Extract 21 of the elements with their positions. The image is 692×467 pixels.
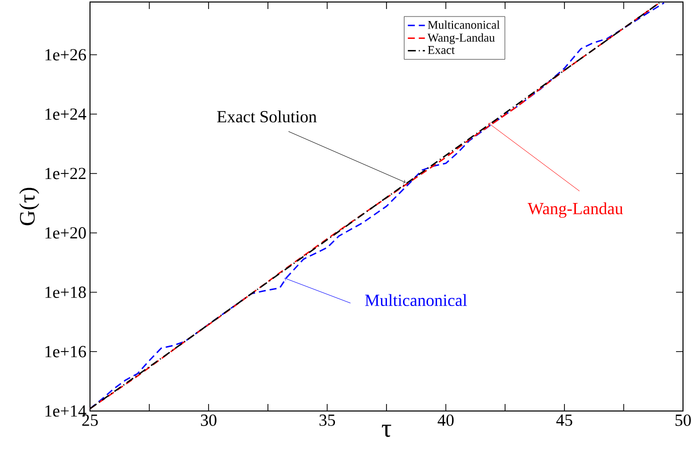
x-axis-title: τ bbox=[382, 424, 392, 437]
legend-label: Wang-Landau bbox=[428, 33, 495, 44]
annotation: Multicanonical bbox=[365, 294, 467, 306]
y-tick-label: 1e+14 bbox=[45, 405, 86, 417]
legend-label: Multicanonical bbox=[428, 20, 500, 29]
y-tick-label: 1e+20 bbox=[45, 227, 86, 239]
y-tick-label: 1e+16 bbox=[45, 346, 86, 358]
y-axis-title: G(τ) bbox=[19, 188, 40, 226]
x-tick-label: 25 bbox=[82, 414, 98, 426]
x-tick-label: 35 bbox=[320, 414, 336, 426]
legend-label: Exact bbox=[428, 46, 455, 54]
y-tick-label: 1e+26 bbox=[45, 49, 86, 60]
y-tick-label: 1e+24 bbox=[45, 108, 86, 120]
y-tick-label: 1e+22 bbox=[45, 168, 86, 180]
x-tick-label: 45 bbox=[556, 414, 572, 426]
x-tick-label: 40 bbox=[438, 414, 454, 426]
x-tick-label: 50 bbox=[676, 414, 691, 426]
annotation: Wang-Landau bbox=[528, 202, 623, 218]
annotation: Exact Solution bbox=[217, 110, 317, 122]
y-tick-label: 1e+18 bbox=[45, 286, 86, 298]
x-tick-label: 30 bbox=[200, 414, 216, 426]
